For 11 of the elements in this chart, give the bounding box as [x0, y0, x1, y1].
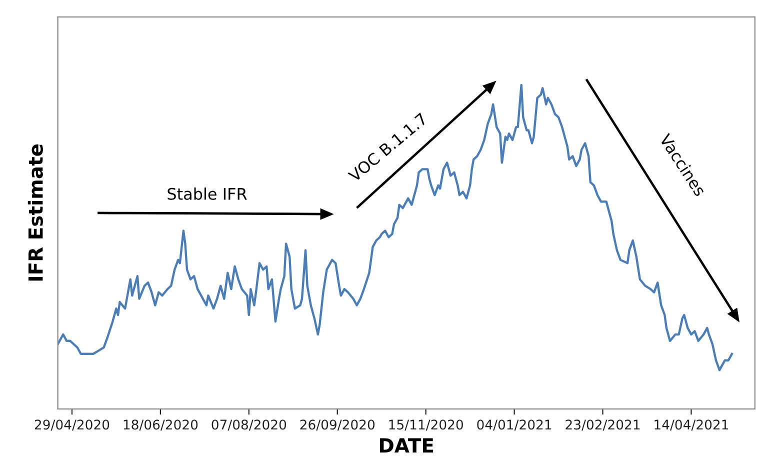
annotation: Stable IFR [168, 188, 247, 200]
x-tick-label: 07/08/2020 [212, 420, 286, 431]
x-axis-title: DATE [380, 438, 434, 452]
x-tick-label: 04/01/2021 [477, 420, 552, 431]
x-tick-label: 23/02/2021 [566, 420, 640, 431]
x-tick-label: 18/06/2020 [124, 420, 198, 431]
x-tick-label: 14/04/2021 [654, 420, 728, 431]
x-tick-label: 26/09/2020 [300, 420, 375, 431]
x-tick-label: 29/04/2020 [34, 420, 110, 431]
y-axis-title: IFR Estimate [28, 144, 43, 281]
x-tick-label: 15/11/2020 [389, 420, 463, 431]
